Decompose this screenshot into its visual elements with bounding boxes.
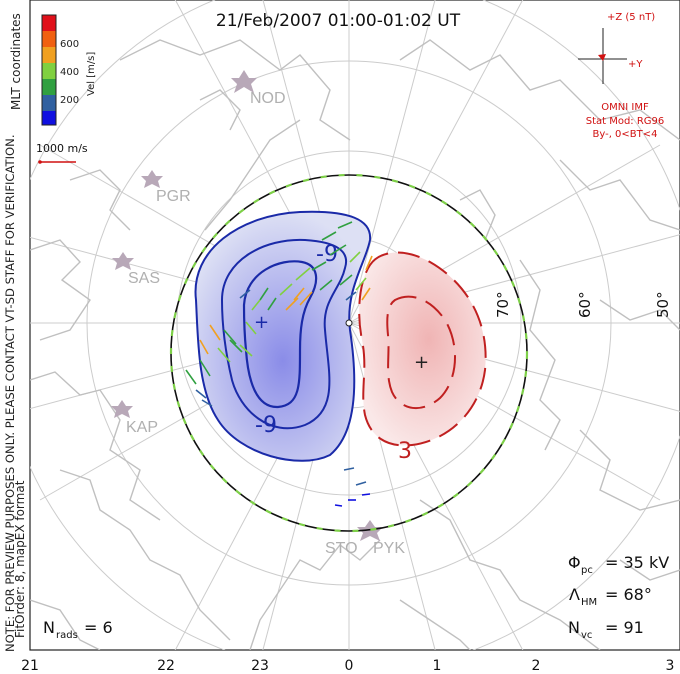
colorbar-tick-200: 200 [60, 95, 79, 106]
negative-convection-cell: + [194, 210, 372, 462]
station-marker-kap [111, 400, 133, 418]
station-marker-nod [231, 70, 257, 93]
phi-symbol: Φ [568, 553, 581, 572]
phi-subscript: pc [581, 565, 593, 576]
velocity-vectors [185, 221, 373, 507]
fit-order-note: FitOrder: 8, mapEX format [13, 480, 27, 638]
map-title: 21/Feb/2007 01:00-01:02 UT [216, 11, 461, 31]
latitude-label-70: 70° [494, 291, 512, 318]
colorbar-segment [42, 111, 56, 125]
lambda-symbol: Λ [569, 585, 580, 604]
mlt-label-0: 0 [345, 658, 354, 674]
mlt-label-21: 21 [21, 658, 39, 674]
station-label-pyk: PYK [373, 540, 405, 557]
mlt-label-22: 22 [157, 658, 175, 674]
colorbar-label: Vel [m/s] [86, 52, 97, 96]
fit-statistics: Φ pc = 35 kV Λ HM = 68° N vc = 91 N rads… [43, 553, 669, 641]
contour-label-upper: -9 [316, 242, 338, 267]
colorbar-segment [42, 63, 56, 79]
coordinate-label: MLT coordinates [9, 13, 23, 110]
negative-contour-outer [194, 210, 372, 462]
nrads-subscript: rads [56, 630, 78, 641]
contour-label-lower: -9 [255, 413, 277, 438]
colorbar-tick-600: 600 [60, 39, 79, 50]
nvc-subscript: vc [581, 630, 592, 641]
mlt-label-2: 2 [532, 658, 541, 674]
imf-condition: By-, 0<BT<4 [592, 129, 657, 140]
latitude-label-50: 50° [654, 291, 672, 318]
station-label-nod: NOD [250, 90, 286, 107]
station-label-sto: STO [325, 540, 358, 557]
colorbar-segment [42, 79, 56, 95]
mlt-label-3: 3 [666, 658, 675, 674]
phi-value: = 35 kV [605, 553, 669, 572]
colorbar-segment [42, 15, 56, 31]
colorbar: 600 400 200 Vel [m/s] [41, 14, 97, 126]
negative-cell-center: + [254, 312, 269, 333]
mlt-axis: 21 22 23 0 1 2 3 [21, 658, 674, 674]
positive-cell-center: + [414, 352, 429, 373]
station-label-kap: KAP [126, 419, 158, 436]
mlt-label-23: 23 [251, 658, 269, 674]
colorbar-segment [42, 47, 56, 63]
imf-source: OMNI IMF [601, 102, 649, 113]
colorbar-segment [42, 95, 56, 111]
positive-convection-cell: + [358, 251, 487, 447]
imf-dial: +Z (5 nT) +Y OMNI IMF Stat Mod: RG96 By-… [578, 12, 664, 140]
hm-boundary-vectors [169, 173, 529, 533]
station-marker-sas [112, 252, 134, 270]
negative-contour-mid [220, 238, 348, 430]
station-labels: NOD PGR SAS KAP STO PYK [126, 90, 405, 557]
coastlines [30, 39, 680, 650]
nrads-value: = 6 [84, 618, 113, 637]
nvc-value: = 91 [605, 618, 644, 637]
colorbar-segment [42, 31, 56, 47]
nvc-symbol: N [568, 618, 580, 637]
colorbar-tick-400: 400 [60, 67, 79, 78]
nrads-symbol: N [43, 618, 55, 637]
imf-y-label: +Y [628, 59, 643, 70]
station-marker-pgr [141, 170, 163, 188]
lambda-subscript: HM [581, 597, 597, 608]
lambda-value: = 68° [605, 585, 652, 604]
pole-marker [345, 319, 353, 327]
contour-label-positive: 3 [398, 439, 412, 464]
station-label-pgr: PGR [156, 188, 191, 205]
station-label-sas: SAS [128, 270, 160, 287]
positive-contour-outer [358, 251, 487, 447]
mlt-label-1: 1 [433, 658, 442, 674]
reference-vector-label: 1000 m/s [36, 142, 88, 155]
imf-z-label: +Z (5 nT) [607, 12, 655, 23]
imf-model: Stat Mod: RG96 [586, 116, 665, 127]
preview-note: NOTE: FOR PREVIEW PURPOSES ONLY. PLEASE … [3, 134, 17, 652]
reference-vector: 1000 m/s [36, 142, 88, 164]
latitude-label-60: 60° [576, 291, 594, 318]
positive-contour-inner [386, 295, 456, 410]
